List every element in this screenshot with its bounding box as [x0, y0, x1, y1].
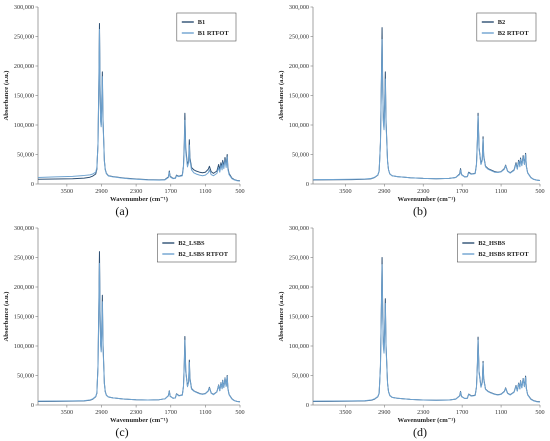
y-tick-label-a: 150,000	[14, 93, 34, 100]
panel-label-a: (a)	[115, 204, 129, 218]
series-line-a-1	[37, 23, 241, 182]
y-tick-label-c: 150,000	[14, 314, 34, 321]
x-tick-label-c: 1700	[165, 409, 177, 416]
y-tick-label-a: 200,000	[14, 63, 34, 70]
y-tick-label-d: 0	[306, 402, 309, 409]
x-tick-label-d: 3500	[339, 409, 351, 416]
y-tick-label-d: 50,000	[292, 373, 309, 380]
chart-svg-d: 0 50,000 100,000 150,000 200,000 250,000 300,0…	[278, 225, 545, 424]
legend-label-a-2: B1 RTFOT	[198, 30, 230, 37]
legend-label-d-1: B2_HSBS	[478, 240, 505, 247]
series-line-d-2	[312, 264, 541, 403]
y-tick-label-b: 150,000	[289, 93, 309, 100]
x-tick-label-c: 3500	[61, 409, 73, 416]
x-tick-label-d: 2900	[378, 409, 390, 416]
x-tick-label-d: 500	[535, 409, 544, 416]
panel-label-b: (b)	[413, 204, 427, 218]
y-tick-label-d: 250,000	[289, 255, 309, 262]
panel-label-d: (d)	[413, 425, 427, 439]
chart-panel-b: 0 50,000 100,000 150,000 200,000 250,000 300,0…	[275, 0, 550, 220]
chart-panel-a: 0 50,000 100,000 150,000 200,000 250,000 300,0…	[0, 0, 275, 220]
y-tick-label-c: 100,000	[14, 343, 34, 350]
chart-panel-c: 0 50,000 100,000 150,000 200,000 250,000 300,0…	[0, 221, 275, 441]
y-tick-label-b: 0	[306, 181, 309, 188]
y-tick-label-c: 300,000	[14, 225, 34, 232]
x-tick-label-d: 2300	[417, 409, 429, 416]
x-tick-label-b: 2900	[378, 188, 390, 195]
y-axis-title-b: Absorbance (a.u.)	[278, 70, 285, 120]
x-tick-label-c: 500	[235, 409, 244, 416]
legend-label-b-2: B2 RTFOT	[498, 30, 530, 37]
series-line-c-1	[37, 251, 241, 403]
x-tick-label-d: 1700	[456, 409, 468, 416]
y-tick-label-b: 50,000	[292, 152, 309, 159]
legend-box-b	[476, 12, 537, 42]
x-tick-label-a: 2900	[95, 188, 107, 195]
y-tick-label-d: 200,000	[289, 284, 309, 291]
y-tick-label-c: 250,000	[14, 255, 34, 262]
y-tick-label-c: 200,000	[14, 284, 34, 291]
y-tick-label-b: 250,000	[289, 34, 309, 41]
x-tick-label-b: 1700	[456, 188, 468, 195]
legend-label-c-2: B2_LSBS RTFOT	[178, 251, 228, 258]
panel-label-c: (c)	[115, 425, 129, 439]
x-tick-label-c: 1100	[199, 409, 211, 416]
x-tick-label-a: 1700	[165, 188, 177, 195]
x-tick-label-b: 500	[535, 188, 544, 195]
y-tick-label-b: 200,000	[289, 63, 309, 70]
legend-label-c-1: B2_LSBS	[178, 240, 205, 247]
x-tick-label-b: 1100	[495, 188, 507, 195]
x-tick-label-a: 1100	[199, 188, 211, 195]
y-tick-label-a: 250,000	[14, 34, 34, 41]
legend-label-a-1: B1	[198, 19, 205, 26]
x-tick-label-b: 3500	[339, 188, 351, 195]
series-line-a-2	[37, 28, 241, 182]
series-line-c-2	[37, 262, 241, 403]
y-tick-label-d: 100,000	[289, 343, 309, 350]
y-tick-label-c: 50,000	[17, 373, 34, 380]
x-tick-label-a: 500	[235, 188, 244, 195]
series-line-b-2	[312, 38, 541, 181]
x-tick-label-c: 2300	[130, 409, 142, 416]
y-axis-title-a: Absorbance (a.u.)	[3, 70, 10, 120]
y-tick-label-a: 300,000	[14, 4, 34, 11]
series-line-d-1	[312, 257, 541, 403]
legend-box-c	[157, 233, 237, 263]
y-tick-label-a: 0	[31, 181, 34, 188]
chart-svg-b: 0 50,000 100,000 150,000 200,000 250,000 300,0…	[278, 4, 545, 203]
legend-box-d	[457, 233, 537, 263]
y-axis-title-d: Absorbance (a.u.)	[278, 291, 285, 341]
x-tick-label-b: 2300	[417, 188, 429, 195]
legend-label-b-1: B2	[498, 19, 505, 26]
y-tick-label-d: 150,000	[289, 314, 309, 321]
y-tick-label-a: 50,000	[17, 152, 34, 159]
x-axis-title-d: Wavenumber (cm⁻¹)	[398, 417, 456, 424]
legend-label-d-2: B2_HSBS RTFOT	[478, 251, 529, 258]
x-tick-label-c: 2900	[95, 409, 107, 416]
x-axis-title-b: Wavenumber (cm⁻¹)	[398, 196, 456, 203]
series-line-b-1	[312, 27, 541, 181]
x-axis-title-a: Wavenumber (cm⁻¹)	[110, 196, 168, 203]
y-tick-label-b: 100,000	[289, 122, 309, 129]
legend-box-a	[176, 12, 237, 42]
y-axis-title-c: Absorbance (a.u.)	[3, 291, 10, 341]
chart-panel-d: 0 50,000 100,000 150,000 200,000 250,000 300,0…	[275, 221, 550, 441]
y-tick-label-c: 0	[31, 402, 34, 409]
x-tick-label-a: 3500	[61, 188, 73, 195]
y-tick-label-b: 300,000	[289, 4, 309, 11]
x-tick-label-a: 2300	[130, 188, 142, 195]
y-tick-label-a: 100,000	[14, 122, 34, 129]
x-axis-title-c: Wavenumber (cm⁻¹)	[110, 417, 168, 424]
x-tick-label-d: 1100	[495, 409, 507, 416]
y-tick-label-d: 300,000	[289, 225, 309, 232]
chart-svg-c: 0 50,000 100,000 150,000 200,000 250,000 300,0…	[3, 225, 245, 424]
chart-svg-a: 0 50,000 100,000 150,000 200,000 250,000 300,0…	[3, 4, 245, 203]
